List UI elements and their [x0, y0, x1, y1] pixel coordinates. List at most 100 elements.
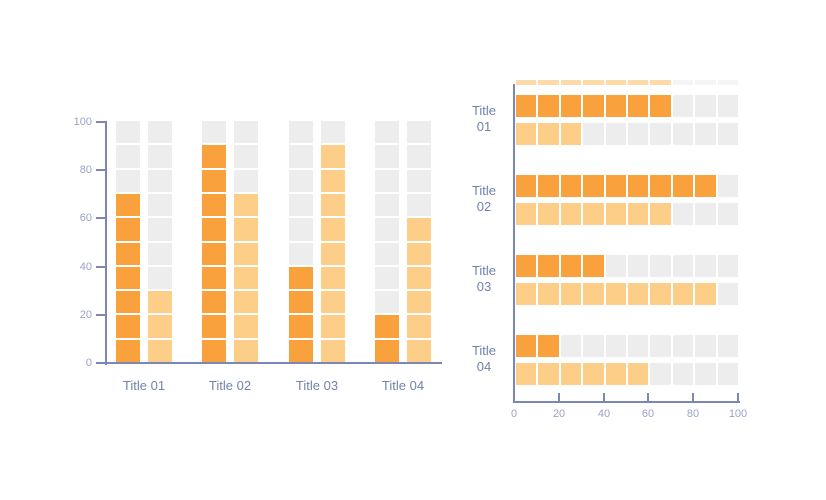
bar-segment-filled	[538, 255, 559, 277]
bar-segment-empty	[672, 123, 694, 145]
bar-segment-empty	[717, 123, 739, 145]
bar-segment-filled	[628, 95, 649, 117]
bar-segment-filled	[605, 203, 627, 225]
x-axis-tick	[692, 393, 694, 401]
bar-segment-empty	[672, 95, 694, 117]
bar-segment-filled	[321, 291, 345, 314]
category-label-line: 01	[476, 119, 492, 134]
bar-segment-empty	[650, 363, 671, 385]
bar-segment-filled	[116, 291, 140, 314]
bar-segment-empty	[628, 123, 649, 145]
category-label-line: Title	[471, 103, 497, 118]
bar-segment-filled	[672, 175, 694, 197]
x-axis-line	[513, 401, 740, 403]
bar-segment-empty	[672, 255, 694, 277]
bar-segment-filled	[116, 339, 140, 362]
category-label: Title 02	[462, 183, 506, 215]
bar-segment-filled	[234, 291, 258, 314]
bar-segment-filled	[148, 291, 172, 314]
sliver-segment-filled	[605, 80, 627, 85]
bar-segment-empty	[628, 335, 649, 357]
bar-segment-empty	[672, 203, 694, 225]
bar-segment-empty	[407, 145, 431, 168]
bar-segment-filled	[234, 218, 258, 241]
bar-title-04-series-1	[375, 121, 399, 362]
bar-segment-filled	[605, 363, 627, 385]
bar-segment-filled	[202, 315, 226, 338]
bar-segment-empty	[289, 193, 313, 217]
bar-segment-empty	[605, 123, 627, 145]
bar-segment-filled	[650, 95, 671, 117]
bar-segment-filled	[407, 242, 431, 265]
bar-segment-filled	[289, 291, 313, 314]
x-axis-tick	[737, 393, 739, 401]
bar-segment-empty	[717, 203, 739, 225]
bar-segment-empty	[321, 121, 345, 144]
bar-segment-filled	[202, 242, 226, 265]
bar-segment-filled	[538, 335, 559, 357]
bar-segment-filled	[116, 193, 140, 217]
sliver-segment-empty	[717, 80, 738, 85]
bar-segment-filled	[321, 145, 345, 168]
category-label: Title 01	[462, 103, 506, 135]
category-label: Title 03	[462, 263, 506, 295]
bar-segment-empty	[407, 169, 431, 192]
bar-segment-filled	[516, 335, 537, 357]
bar-segment-empty	[695, 255, 716, 277]
bar-segment-filled	[538, 283, 559, 305]
bar-title-03-series-2	[321, 121, 345, 362]
category-label-line: Title	[471, 183, 497, 198]
bar-segment-empty	[628, 255, 649, 277]
y-axis-tick	[96, 121, 105, 123]
bar-segment-empty	[234, 169, 258, 192]
bar-segment-filled	[148, 315, 172, 338]
bar-segment-filled	[289, 315, 313, 338]
bar-segment-empty	[289, 145, 313, 168]
y-axis-tick-label: 80	[79, 164, 92, 176]
bar-segment-empty	[717, 283, 739, 305]
bar-segment-filled	[289, 339, 313, 362]
bar-title-03-series-1	[289, 121, 313, 362]
bar-segment-filled	[116, 315, 140, 338]
bar-segment-filled	[202, 218, 226, 241]
bar-segment-empty	[717, 95, 739, 117]
bar-segment-filled	[560, 175, 582, 197]
bar-segment-filled	[321, 266, 345, 290]
bar-segment-filled	[407, 218, 431, 241]
bar-segment-filled	[538, 363, 559, 385]
bar-segment-filled	[560, 123, 582, 145]
bar-segment-filled	[202, 339, 226, 362]
bar-segment-filled	[650, 283, 671, 305]
bar-segment-empty	[148, 242, 172, 265]
bar-segment-empty	[650, 255, 671, 277]
bar-segment-filled	[695, 175, 716, 197]
sliver-segment-filled	[583, 80, 604, 85]
x-axis-tick-label: 0	[510, 408, 518, 420]
y-axis-tick-label: 60	[79, 212, 92, 224]
y-axis-tick-label: 40	[79, 261, 92, 273]
bar-segment-empty	[375, 193, 399, 217]
category-label-line: 03	[476, 279, 492, 294]
bar-segment-empty	[650, 335, 671, 357]
bar-segment-filled	[321, 339, 345, 362]
y-axis-tick-label: 0	[85, 357, 92, 369]
horizontal-segmented-bar-chart: 0 20 40 60 80 100 Title 01 Title 02 Title 03 Title 04	[450, 0, 826, 500]
bar-segment-filled	[695, 283, 716, 305]
category-label: Title 03	[295, 378, 339, 393]
x-axis-tick-label: 80	[686, 408, 700, 420]
bar-segment-empty	[672, 363, 694, 385]
bar-segment-empty	[717, 255, 739, 277]
sliver-segment-filled	[628, 80, 649, 85]
bar-segment-empty	[717, 175, 739, 197]
bar-segment-empty	[234, 121, 258, 144]
bar-segment-filled	[628, 363, 649, 385]
bar-segment-filled	[583, 255, 604, 277]
bar-segment-empty	[148, 145, 172, 168]
bar-segment-filled	[202, 193, 226, 217]
bar-segment-filled	[289, 266, 313, 290]
bar-title-01-series-1	[116, 121, 140, 362]
bar-segment-empty	[583, 335, 604, 357]
bar-segment-empty	[407, 121, 431, 144]
bar-segment-filled	[202, 169, 226, 192]
